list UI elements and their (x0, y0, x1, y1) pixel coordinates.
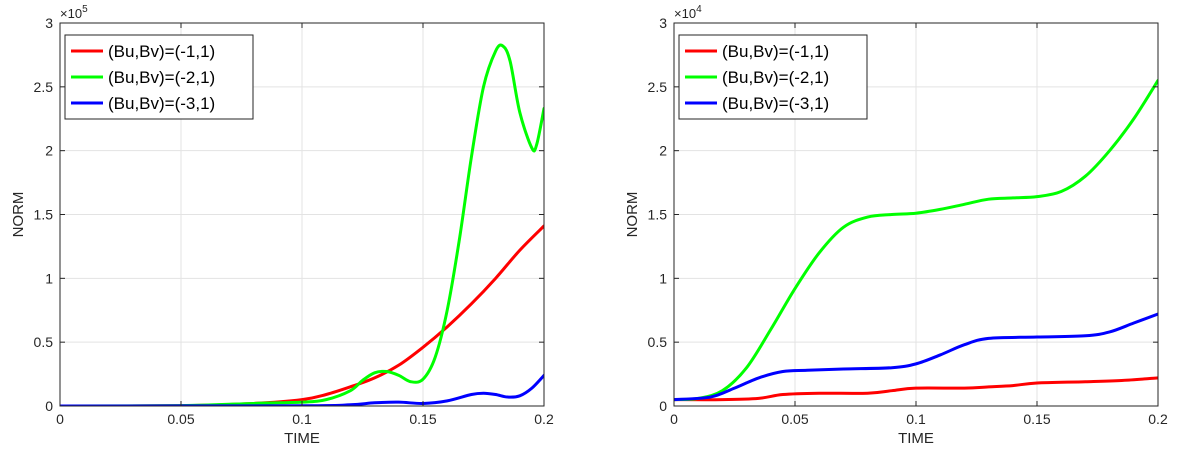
x-tick-label: 0.2 (534, 411, 554, 427)
series-line-2 (674, 78, 1158, 402)
x-tick-label: 0.15 (409, 411, 436, 427)
y-tick-label: 2 (659, 143, 667, 159)
x-tick-label: 0.2 (1148, 411, 1168, 427)
y-tick-label: 2.5 (648, 79, 668, 95)
x-tick-label: 0.05 (781, 411, 808, 427)
x-axis-label: TIME (898, 430, 934, 447)
legend-label-2: (Bu,Bv)=(-2,1) (722, 68, 829, 87)
x-tick-label: 0 (670, 411, 678, 427)
y-exponent-label: ×105 (60, 4, 88, 21)
legend: (Bu,Bv)=(-1,1) (Bu,Bv)=(-2,1) (Bu,Bv)=(-3,… (64, 34, 254, 120)
x-tick-label: 0.1 (292, 411, 312, 427)
series-group-1 (60, 43, 544, 406)
y-axis-label: NORM (10, 192, 27, 238)
y-tick-label: 1 (45, 270, 53, 286)
series-group-2 (674, 78, 1158, 402)
y-exponent-text: 5 (82, 4, 88, 15)
series-line-1 (674, 376, 1158, 402)
legend-label-3: (Bu,Bv)=(-3,1) (722, 94, 829, 113)
x-tick-label: 0 (56, 411, 64, 427)
y-tick-label: 0 (659, 398, 667, 414)
chart-panel-1: 0 0.05 0.1 0.15 0.2 0 0.5 1 1.5 2 2.5 3 TIME NORM ×105… (10, 4, 554, 447)
x-tick-label: 0.05 (167, 411, 194, 427)
y-tick-label: 0 (45, 398, 53, 414)
series-line-3 (674, 312, 1158, 402)
x-axis-label: TIME (284, 430, 320, 447)
x-tick-label: 0.1 (906, 411, 926, 427)
y-exponent-text: 4 (696, 4, 702, 15)
y-exponent-label: ×104 (674, 4, 702, 21)
y-tick-label: 1.5 (34, 207, 54, 223)
legend: (Bu,Bv)=(-1,1) (Bu,Bv)=(-2,1) (Bu,Bv)=(-3,… (678, 34, 868, 120)
legend-label-1: (Bu,Bv)=(-1,1) (108, 42, 215, 61)
series-line-2 (60, 43, 544, 406)
series-line-3 (60, 373, 544, 406)
y-multiplier-text: ×10 (674, 6, 696, 21)
y-tick-label: 3 (45, 15, 53, 31)
y-tick-label: 1 (659, 270, 667, 286)
legend-label-2: (Bu,Bv)=(-2,1) (108, 68, 215, 87)
y-multiplier-text: ×10 (60, 6, 82, 21)
y-tick-label: 0.5 (648, 334, 668, 350)
y-tick-label: 0.5 (34, 334, 54, 350)
chart-panel-2: 0 0.05 0.1 0.15 0.2 0 0.5 1 1.5 2 2.5 3 TIME NORM ×104… (624, 4, 1168, 447)
y-axis-label: NORM (624, 192, 641, 238)
y-tick-label: 2 (45, 143, 53, 159)
y-tick-label: 1.5 (648, 207, 668, 223)
y-tick-label: 2.5 (34, 79, 54, 95)
legend-label-1: (Bu,Bv)=(-1,1) (722, 42, 829, 61)
x-tick-label: 0.15 (1023, 411, 1050, 427)
legend-label-3: (Bu,Bv)=(-3,1) (108, 94, 215, 113)
y-tick-label: 3 (659, 15, 667, 31)
